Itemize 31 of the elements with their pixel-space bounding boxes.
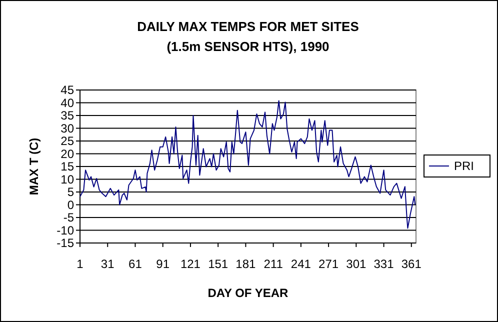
x-tick-label: 271 [318,257,339,271]
x-axis-title: DAY OF YEAR [208,286,289,300]
chart-title: DAILY MAX TEMPS FOR MET SITES (1.5m SENSOR HTS), 1990 [137,19,360,54]
y-tick-label: 45 [60,83,74,98]
x-tick-label: 151 [208,257,228,271]
y-tick-label: -10 [56,223,74,238]
y-tick-label: -15 [56,236,74,250]
x-tick-label: 121 [180,257,201,271]
legend-label: PRI [454,159,474,174]
x-tick-label: 61 [128,257,142,271]
x-tick-label: 361 [401,257,422,271]
y-axis-title: MAX T (C) [27,138,41,196]
y-tick-label: 10 [60,172,74,186]
x-tick-label: 301 [346,257,366,271]
y-tick-label: 30 [60,121,74,136]
x-tick-label: 31 [100,257,115,271]
y-tick-label: 40 [60,96,74,110]
x-tick-label: 241 [290,257,312,271]
y-tick-label: 20 [60,146,74,161]
x-tick-label: 91 [156,257,170,271]
x-tick-label: 331 [374,257,394,271]
y-tick-label: -5 [63,210,74,225]
line-series [80,100,416,229]
y-tick-label: 15 [60,160,74,174]
x-tick-label: 1 [76,257,84,271]
x-tick-label: 181 [236,257,256,271]
y-tick-label: 35 [60,108,74,123]
y-tick-label: 5 [67,185,74,200]
y-tick-label: 25 [60,134,74,148]
x-tick-label: 211 [264,257,284,271]
y-tick-label: 0 [67,198,74,212]
